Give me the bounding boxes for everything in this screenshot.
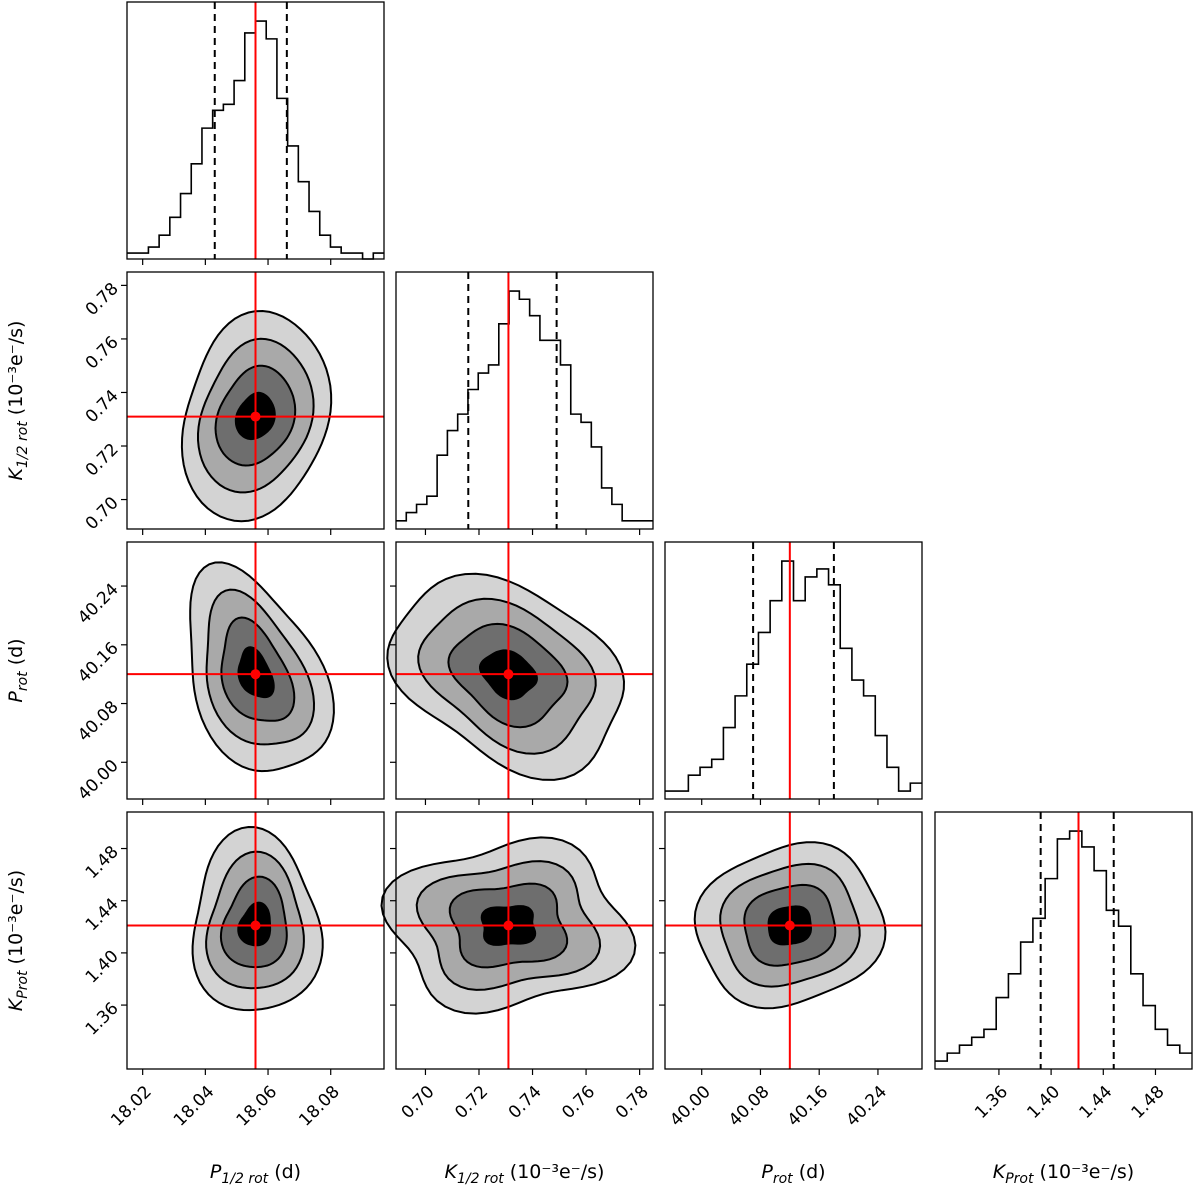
contour-panel-p_rot-k_prot	[665, 812, 922, 1069]
y-axis-label-p_rot: Prot (d)	[5, 638, 31, 702]
x-tick-label-p_half: 18.02	[107, 1082, 156, 1131]
x-axis-label-p_rot: Prot (d)	[761, 1161, 825, 1187]
x-tick-label-p_rot: 40.24	[843, 1082, 892, 1131]
x-axis-label-k_prot: KProt (10⁻³e⁻/s)	[993, 1161, 1134, 1187]
x-tick-label-k_half: 0.78	[612, 1082, 653, 1123]
y-tick-label-k_half: 0.78	[82, 279, 123, 320]
x-axis-label-p_half: P1/2 rot (d)	[210, 1161, 301, 1187]
truth-marker	[784, 920, 795, 931]
y-tick-label-p_rot: 40.16	[74, 638, 123, 687]
panel-frame-3-3	[934, 811, 1193, 1070]
panel-frame-3-2	[664, 811, 923, 1070]
contour-panel-p_half-p_rot	[127, 542, 384, 799]
contour-panel-k_half-k_prot	[380, 812, 653, 1069]
x-tick-label-p_half: 18.06	[233, 1082, 282, 1131]
truth-marker	[250, 920, 261, 931]
truth-marker	[250, 411, 261, 422]
panel-frame-1-0	[126, 271, 385, 530]
y-axis-label-k_half: K1/2 rot (10⁻³e⁻/s)	[5, 321, 31, 481]
histogram-step-k_half	[396, 290, 653, 522]
panel-frame-1-1	[395, 271, 654, 530]
y-tick-label-k_prot: 1.40	[82, 946, 123, 987]
x-tick-label-k_half: 0.72	[451, 1082, 492, 1123]
histogram-p_rot	[665, 542, 922, 799]
x-tick-label-k_prot: 1.44	[1076, 1082, 1117, 1123]
panel-frame-3-0	[126, 811, 385, 1070]
x-tick-label-p_rot: 40.00	[666, 1082, 715, 1131]
contour-panel-p_half-k_half	[127, 272, 384, 529]
truth-marker	[503, 920, 514, 931]
x-tick-label-k_prot: 1.40	[1023, 1082, 1064, 1123]
truth-marker	[250, 669, 261, 680]
y-tick-label-p_rot: 40.00	[74, 756, 123, 805]
x-tick-label-p_half: 18.08	[295, 1082, 344, 1131]
y-tick-label-k_prot: 1.36	[82, 999, 123, 1040]
y-axis-label-k_prot: KProt (10⁻³e⁻/s)	[5, 870, 31, 1011]
x-axis-label-k_half: K1/2 rot (10⁻³e⁻/s)	[445, 1161, 605, 1187]
panel-frame-0-0	[126, 1, 385, 260]
histogram-p_half	[127, 2, 384, 260]
panel-frame-2-1	[395, 541, 654, 800]
x-tick-label-k_half: 0.70	[398, 1082, 439, 1123]
y-tick-label-k_half: 0.70	[82, 493, 123, 534]
contour-panel-p_half-k_prot	[127, 812, 384, 1069]
x-tick-label-p_rot: 40.08	[725, 1082, 774, 1131]
x-tick-label-p_rot: 40.16	[784, 1082, 833, 1131]
contour-panel-k_half-p_rot	[386, 542, 653, 799]
x-tick-label-k_half: 0.76	[558, 1082, 599, 1123]
x-tick-label-k_prot: 1.36	[971, 1082, 1012, 1123]
truth-marker	[503, 669, 514, 680]
y-tick-label-k_half: 0.74	[82, 386, 123, 427]
y-tick-label-k_half: 0.76	[82, 333, 123, 374]
panel-frame-2-0	[126, 541, 385, 800]
y-tick-label-p_rot: 40.24	[74, 580, 123, 629]
y-tick-label-k_prot: 1.44	[82, 894, 123, 935]
panel-frame-3-1	[395, 811, 654, 1070]
histogram-k_prot	[935, 812, 1192, 1069]
histogram-k_half	[396, 272, 653, 529]
y-tick-label-k_half: 0.72	[82, 440, 123, 481]
histogram-step-k_prot	[935, 830, 1192, 1062]
y-tick-label-k_prot: 1.48	[82, 842, 123, 883]
histogram-step-p_rot	[665, 560, 922, 792]
x-tick-label-k_half: 0.74	[505, 1082, 546, 1123]
y-tick-label-p_rot: 40.08	[74, 697, 123, 746]
panel-frame-2-2	[664, 541, 923, 800]
x-tick-label-p_half: 18.04	[170, 1082, 219, 1131]
x-tick-label-k_prot: 1.48	[1128, 1082, 1169, 1123]
